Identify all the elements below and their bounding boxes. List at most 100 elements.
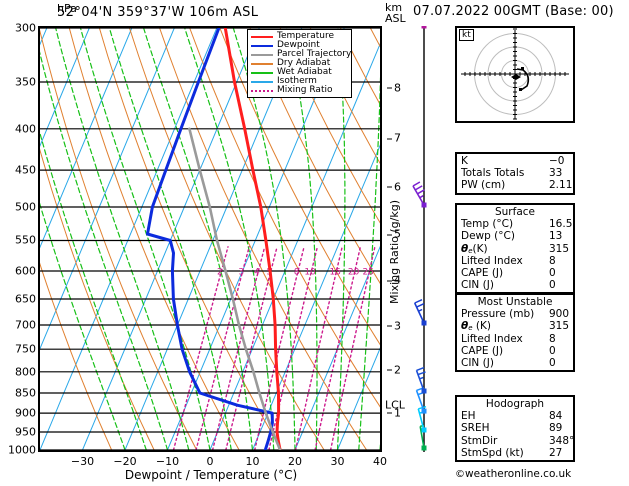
pressure-tick-label: 1000 <box>8 443 36 457</box>
table-row: θe (K) 315 <box>457 320 573 332</box>
barb-full-feather <box>417 189 425 195</box>
wind-barb <box>415 366 427 394</box>
wind-barb <box>409 3 427 29</box>
legend-item: Temperature <box>251 32 349 41</box>
table-row: PW (cm) 2.11 <box>457 179 573 191</box>
legend-label: Isotherm <box>277 76 317 86</box>
table-row-value: 89 <box>549 422 563 435</box>
table-row-value: 84 <box>549 410 563 423</box>
table-title: Hodograph <box>485 398 545 410</box>
legend-swatch <box>251 80 273 83</box>
table-row-value: 2.11 <box>549 179 573 192</box>
barb-staff <box>413 302 425 324</box>
temperature-tick-label: 10 <box>245 455 260 468</box>
hodograph-unit-label: kt <box>459 29 474 41</box>
height-tick-label: 1 <box>387 406 401 419</box>
table-row-value: 900 <box>549 308 570 321</box>
legend-item: Isotherm <box>251 77 349 86</box>
table-row-label: Lifted Index <box>461 332 523 345</box>
height-tick-label: 6 <box>387 180 401 193</box>
legend-label: Parcel Trajectory <box>277 49 352 59</box>
isotherm-line <box>40 28 175 350</box>
storm-motion-marker <box>511 74 521 80</box>
table-row-value: 13 <box>549 230 563 243</box>
height-axis-unit: km ASL <box>385 2 406 24</box>
barb-staff <box>415 370 425 392</box>
table-row: Totals Totals 33 <box>457 167 573 179</box>
pressure-tick-label: 400 <box>15 122 36 136</box>
temperature-tick-label: 30 <box>330 455 345 468</box>
wet-adiabat-line <box>358 75 380 450</box>
legend-swatch <box>251 71 273 74</box>
mixing-ratio-label: 8 <box>294 268 300 278</box>
tick-dash <box>387 234 392 236</box>
table-row-label: Temp (°C) <box>461 218 514 231</box>
barb-half-feather <box>418 308 423 312</box>
pressure-axis-unit: hPa <box>57 2 77 15</box>
height-tick-label: 3 <box>387 319 401 332</box>
height-tick-label: 8 <box>387 81 401 94</box>
table-row-label: CIN (J) <box>461 279 494 292</box>
table-row-label: Lifted Index <box>461 254 523 267</box>
barb-half-feather <box>419 376 424 380</box>
table-row: CIN (J) 0 <box>457 357 573 369</box>
wind-barb <box>413 299 427 326</box>
barb-staff <box>412 185 425 206</box>
height-tick-label: 5 <box>387 228 401 241</box>
legend-item: Wet Adiabat <box>251 68 349 77</box>
copyright-mark: © <box>455 469 465 480</box>
hodograph-point <box>521 67 524 70</box>
table-row-label: K <box>461 155 468 167</box>
table-row-value: 0 <box>549 266 556 279</box>
table-row: EH 84 <box>457 410 573 422</box>
table-row: CAPE (J) 0 <box>457 345 573 357</box>
table-row: Dewp (°C) 13 <box>457 230 573 242</box>
pressure-tick-label: 850 <box>15 386 36 400</box>
barb-staff <box>415 390 425 412</box>
table-row-label: StmSpd (kt) <box>461 446 524 459</box>
table-row-value: 315 <box>549 242 570 255</box>
isotherm-line <box>337 347 380 450</box>
mixing-ratio-axis-label: Mixing Ratio (g/kg) <box>388 200 401 304</box>
table-row-label: PW (cm) <box>461 179 506 192</box>
height-tick-label: 4 <box>387 274 401 287</box>
table-row-label: θe(K) <box>461 242 488 255</box>
barb-full-feather <box>416 303 425 308</box>
table-row-label: CAPE (J) <box>461 344 504 357</box>
mixing-ratio-label: 20 <box>348 268 360 278</box>
barb-half-feather <box>419 195 424 199</box>
mixing-ratio-line <box>294 246 343 450</box>
mixing-ratio-label: 4 <box>254 268 260 278</box>
legend-label: Mixing Ratio <box>277 85 333 95</box>
station-title: 52°04'N 359°37'W 106m ASL <box>57 5 259 20</box>
table-row: StmSpd (kt) 27 <box>457 447 573 459</box>
temperature-tick-label: −30 <box>70 455 95 468</box>
barb-point <box>421 445 427 451</box>
table-row: CAPE (J) 0 <box>457 267 573 279</box>
barb-point <box>421 23 427 29</box>
dry-adiabat-line <box>279 28 380 224</box>
pressure-tick-label: 450 <box>15 163 36 177</box>
barb-full-feather <box>412 181 421 187</box>
pressure-tick-label: 950 <box>15 425 36 439</box>
mixing-ratio-label: 10 <box>304 268 316 278</box>
dewpoint-curve <box>146 28 274 450</box>
pressure-tick-label: 700 <box>15 318 36 332</box>
pressure-tick-label: 350 <box>15 75 36 89</box>
legend-swatch <box>251 35 273 38</box>
legend-label: Dewpoint <box>277 40 320 50</box>
wind-barb-strip <box>404 3 444 452</box>
tick-dash <box>387 412 392 414</box>
run-title: 07.07.2022 00GMT (Base: 00) <box>413 4 614 19</box>
pressure-tick-label: 600 <box>15 264 36 278</box>
tick-dash <box>387 138 392 139</box>
table-row-label: Totals Totals <box>461 167 525 180</box>
temperature-tick-label: −20 <box>113 455 137 468</box>
table-row: θe(K) 315 <box>457 243 573 255</box>
mixing-ratio-label: 25 <box>362 268 373 278</box>
table-title: Most Unstable <box>477 296 553 308</box>
legend-item: Mixing Ratio <box>251 86 349 95</box>
table-row-label: SREH <box>461 422 490 435</box>
height-tick-label: 7 <box>387 132 401 145</box>
